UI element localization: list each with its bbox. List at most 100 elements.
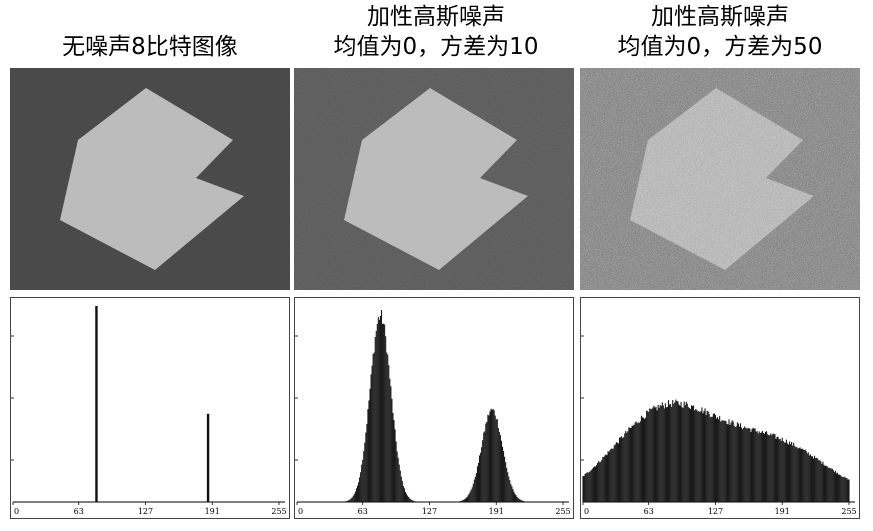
histogram-bar — [597, 462, 599, 502]
histogram-bar — [637, 422, 639, 502]
histogram-bar — [800, 448, 802, 502]
histogram-bar — [785, 439, 787, 502]
histogram-bar — [583, 476, 585, 502]
histogram-bar — [522, 501, 524, 502]
histogram-bar — [486, 421, 488, 502]
x-tick-label: 127 — [138, 507, 153, 516]
histogram-bar — [829, 468, 831, 502]
histogram-bar — [733, 425, 735, 502]
histogram-bar — [392, 412, 394, 502]
histogram-bar — [505, 462, 507, 502]
histogram-bar — [465, 498, 467, 502]
histogram-bar — [803, 449, 805, 502]
histogram-bar — [737, 423, 739, 502]
histogram-bar — [494, 415, 496, 502]
histogram-bar — [764, 431, 767, 502]
histogram-bar — [679, 405, 681, 502]
histogram-bar — [399, 470, 401, 502]
histogram-bar — [763, 433, 766, 502]
histogram-bar — [722, 420, 724, 502]
histogram-bar — [616, 442, 618, 502]
histogram-noise-10-svg: 0 63 127 191 255 — [295, 309, 571, 516]
histogram-bar — [603, 456, 605, 502]
histogram-bar — [645, 417, 647, 502]
histogram-bar — [758, 431, 760, 502]
histogram-bar — [512, 489, 514, 502]
histogram-bar — [389, 378, 391, 502]
histogram-bar — [348, 499, 350, 502]
histogram-bar — [357, 482, 360, 502]
histogram-bar — [718, 419, 720, 502]
histogram-bar — [514, 493, 516, 502]
x-tick-label: 255 — [271, 507, 286, 516]
histogram-noise-50: 0 63 127 191 255 — [580, 297, 860, 519]
histogram-bar — [390, 386, 392, 502]
histogram-bar — [713, 413, 715, 502]
histogram-bar — [678, 404, 680, 502]
histogram-bar — [499, 435, 501, 502]
histogram-bar — [643, 419, 646, 502]
histogram-bar — [504, 456, 506, 502]
x-tick-label: 255 — [555, 507, 570, 516]
histogram-bar — [470, 489, 472, 502]
histogram-bar — [767, 434, 769, 502]
histogram-bar — [478, 455, 481, 502]
histogram-bar — [667, 400, 670, 502]
histogram-bar — [807, 452, 809, 502]
histogram-bar — [601, 459, 603, 502]
histogram-bar — [775, 438, 777, 502]
histogram-bar — [654, 407, 656, 502]
histogram-bar — [821, 463, 823, 502]
histogram-bar — [488, 415, 490, 502]
histogram-bar — [826, 466, 828, 502]
histogram-bar — [352, 495, 354, 502]
histogram-bar — [373, 352, 375, 502]
histogram-bar — [354, 491, 356, 502]
histogram-bar — [599, 462, 601, 502]
histogram-bar — [618, 437, 621, 502]
histogram-bar — [385, 336, 387, 502]
histogram-bar — [793, 442, 795, 502]
histogram-bar — [360, 472, 362, 502]
histogram-bar — [675, 399, 677, 502]
histogram-bar — [515, 495, 517, 502]
histogram-bar — [754, 428, 756, 502]
histogram-bar — [492, 408, 494, 502]
histogram-bar — [721, 420, 723, 502]
histogram-bar — [732, 421, 734, 502]
histogram-bar — [639, 421, 641, 502]
histogram-bar — [691, 405, 694, 502]
histogram-bar — [397, 457, 399, 502]
histogram-bar — [693, 405, 695, 502]
title-noise-50-line-1: 加性高斯噪声 — [651, 4, 789, 30]
histogram-bar — [620, 437, 622, 502]
histogram-bar — [810, 456, 812, 502]
histogram-bar — [725, 421, 727, 502]
histogram-bar — [206, 413, 210, 502]
histogram-bar — [363, 451, 365, 502]
histogram-bar — [476, 466, 479, 502]
image-noise-10-svg — [294, 68, 574, 290]
histogram-bar — [383, 323, 385, 502]
histogram-bar — [490, 408, 492, 502]
histogram-bar — [835, 473, 838, 502]
histogram-bar — [596, 464, 598, 502]
x-tick-label: 63 — [74, 507, 84, 516]
histogram-bar — [518, 498, 520, 502]
histogram-bar — [690, 405, 693, 502]
histogram-bar — [808, 455, 810, 502]
histogram-bar — [606, 455, 608, 502]
histogram-bar — [372, 353, 374, 502]
histogram-bar — [388, 365, 390, 502]
histogram-bar — [346, 500, 348, 502]
histogram-bar — [816, 457, 818, 502]
histogram-bar — [833, 472, 835, 502]
histogram-bar — [823, 464, 825, 502]
histogram-bar — [805, 450, 807, 502]
histogram-bar — [766, 431, 768, 502]
histogram-bar — [633, 424, 635, 502]
histogram-bar — [815, 458, 817, 502]
histogram-bar — [588, 471, 590, 502]
histogram-bar — [787, 444, 790, 502]
histogram-bar — [626, 432, 628, 502]
